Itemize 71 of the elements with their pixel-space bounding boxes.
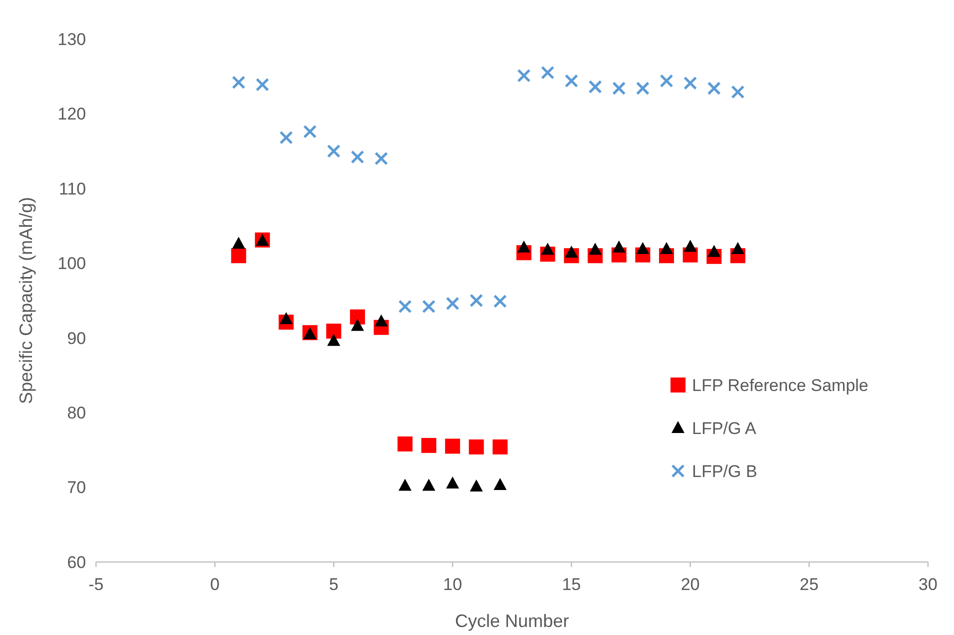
legend-label: LFP/G B (692, 462, 758, 481)
x-tick-label: 5 (328, 575, 338, 594)
point (708, 244, 721, 257)
y-tick-label: 120 (58, 104, 86, 124)
point (232, 236, 246, 249)
point (564, 246, 578, 258)
point (398, 478, 412, 491)
point (517, 68, 531, 82)
y-tick-label: 60 (67, 552, 86, 572)
y-tick-label: 90 (67, 328, 86, 348)
point (398, 436, 413, 452)
point (303, 124, 317, 138)
point (350, 309, 365, 324)
point (541, 242, 554, 255)
point (232, 76, 246, 90)
x-tick-label: 0 (210, 575, 220, 594)
point (636, 242, 650, 254)
point (612, 82, 626, 96)
point (470, 480, 483, 492)
point (326, 144, 340, 158)
point (327, 334, 340, 346)
point (588, 80, 602, 94)
x-tick-label: 30 (918, 575, 938, 594)
point (374, 314, 388, 326)
point (422, 478, 436, 491)
point (445, 438, 460, 454)
point (540, 66, 554, 80)
point (446, 476, 460, 489)
point (398, 300, 412, 314)
point (279, 130, 293, 144)
y-tick-label: 110 (58, 179, 86, 198)
point (612, 240, 626, 252)
point (231, 248, 246, 264)
point (492, 439, 508, 454)
point (684, 76, 698, 90)
point (470, 294, 484, 308)
point (660, 74, 674, 88)
point (493, 294, 507, 308)
point (374, 152, 388, 166)
x-tick-label: 20 (680, 575, 700, 594)
x-axis-title: Cycle Number (454, 611, 570, 631)
point (731, 85, 745, 99)
y-tick-label: 100 (58, 254, 86, 274)
point (636, 82, 650, 96)
point (517, 240, 530, 252)
point (422, 300, 436, 314)
point (446, 296, 460, 310)
point (256, 78, 270, 92)
y-tick-label: 70 (67, 478, 86, 498)
point (684, 240, 697, 252)
x-tick-label: 15 (562, 575, 581, 594)
point (707, 82, 721, 96)
point (588, 242, 602, 255)
y-tick-label: 130 (58, 30, 86, 49)
point (660, 242, 674, 254)
y-tick-label: 80 (67, 404, 86, 423)
x-tick-label: 25 (800, 575, 819, 594)
x-tick-label: -5 (88, 575, 104, 594)
point (350, 318, 364, 331)
point (731, 242, 744, 254)
legend-label: LFP/G A (692, 418, 757, 438)
point (421, 438, 436, 453)
point (350, 150, 364, 164)
legend-label: LFP Reference Sample (692, 376, 868, 395)
point (326, 324, 342, 339)
point (564, 74, 578, 88)
point (280, 312, 293, 324)
x-tick-label: 10 (443, 575, 462, 594)
point (494, 478, 507, 490)
point (468, 439, 484, 454)
y-axis-title: Specific Capacity (mAh/g) (16, 196, 36, 404)
